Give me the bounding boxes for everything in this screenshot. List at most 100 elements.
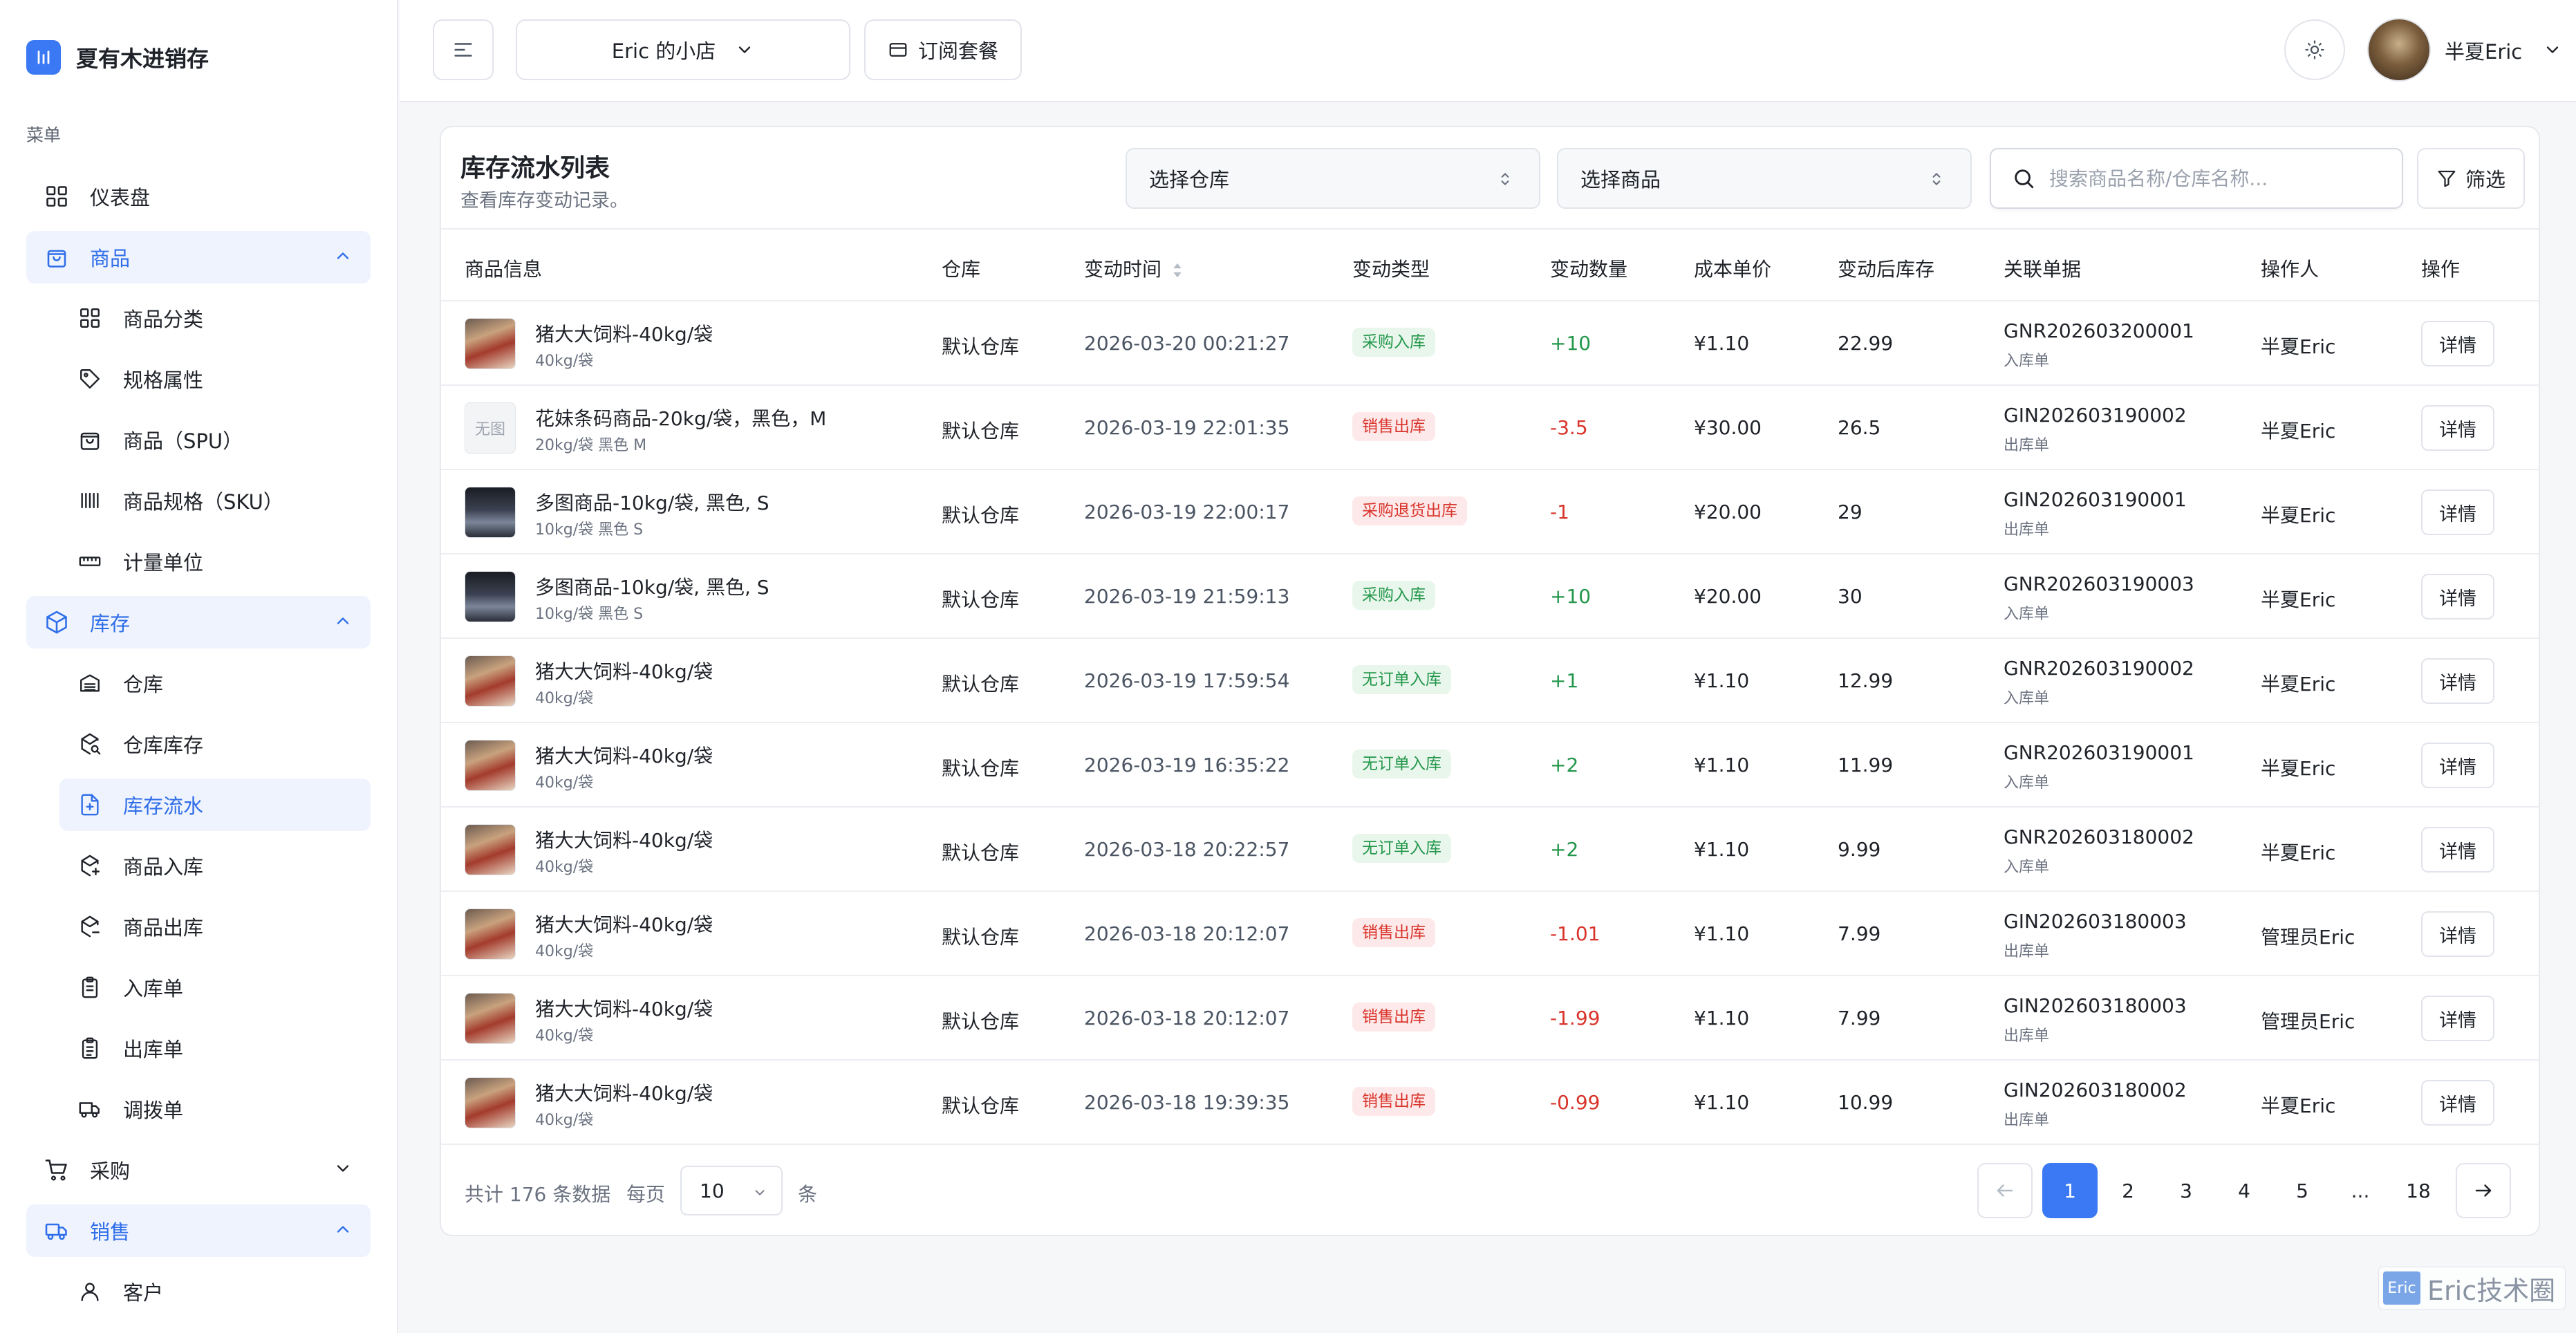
product-spec: 40kg/袋 bbox=[535, 774, 594, 792]
product-name: 多图商品-10kg/袋, 黑色, S bbox=[535, 576, 769, 599]
package-minus-icon bbox=[76, 913, 104, 940]
dashboard-icon bbox=[43, 183, 71, 210]
sidebar-item[interactable]: 计量单位 bbox=[59, 535, 371, 588]
detail-button[interactable]: 详情 bbox=[2421, 1080, 2494, 1126]
product-spec: 10kg/袋 黑色 S bbox=[535, 521, 644, 539]
cost-cell: ¥20.00 bbox=[1694, 501, 1762, 523]
related-doc-number[interactable]: GNR202603200001 bbox=[2004, 319, 2194, 342]
detail-button[interactable]: 详情 bbox=[2421, 827, 2494, 873]
package-search-icon bbox=[76, 730, 104, 758]
page-button[interactable]: 3 bbox=[2180, 1179, 2192, 1202]
table-row: 猪大大饲料-40kg/袋 40kg/袋 默认仓库 2026-03-19 17:59:5… bbox=[441, 639, 2539, 723]
sort-icon[interactable] bbox=[1171, 261, 1184, 279]
page-button[interactable]: 2 bbox=[2122, 1179, 2134, 1202]
detail-button[interactable]: 详情 bbox=[2421, 490, 2494, 535]
sidebar-item[interactable]: 商品（SPU） bbox=[59, 413, 371, 466]
sidebar-toggle-button[interactable] bbox=[433, 19, 494, 80]
table-footer: 共计 176 条数据 每页 10 条 1 2 3 4 5... 18 bbox=[441, 1146, 2539, 1235]
sidebar-item[interactable]: 商品分类 bbox=[59, 292, 371, 344]
related-doc-number[interactable]: GNR202603190002 bbox=[2004, 657, 2194, 680]
detail-button[interactable]: 详情 bbox=[2421, 405, 2494, 451]
column-header-type: 变动类型 bbox=[1352, 258, 1430, 281]
shop-select[interactable]: Eric 的小店 bbox=[516, 19, 850, 80]
sidebar-item[interactable]: 库存流水 bbox=[59, 779, 371, 831]
related-doc-number[interactable]: GIN202603180002 bbox=[2004, 1079, 2187, 1101]
operator-cell: 半夏Eric bbox=[2261, 420, 2336, 442]
chevron-down-icon[interactable] bbox=[333, 1159, 353, 1178]
change-qty-cell: +2 bbox=[1550, 754, 1579, 776]
related-doc-type: 出库单 bbox=[2004, 943, 2050, 960]
after-stock-cell: 26.5 bbox=[1838, 416, 1881, 439]
chevrons-up-down-icon bbox=[1501, 173, 1509, 185]
detail-button[interactable]: 详情 bbox=[2421, 321, 2494, 366]
related-doc-number[interactable]: GIN202603180003 bbox=[2004, 910, 2187, 933]
cost-cell: ¥1.10 bbox=[1694, 754, 1750, 776]
after-stock-cell: 9.99 bbox=[1838, 838, 1881, 861]
detail-button[interactable]: 详情 bbox=[2421, 996, 2494, 1041]
sidebar: 夏有木进销存 菜单 仪表盘 商品 商品分类 规格属性 商品（SPU） 商品规格（SKU） 计… bbox=[0, 0, 398, 1333]
chevron-down-icon[interactable] bbox=[2543, 40, 2562, 59]
warehouse-select[interactable]: 选择仓库 bbox=[1126, 148, 1540, 209]
theme-toggle-button[interactable] bbox=[2284, 19, 2345, 80]
subscribe-plan-button[interactable]: 订阅套餐 bbox=[864, 19, 1022, 80]
page-size-select[interactable]: 10 bbox=[680, 1166, 783, 1215]
page-button[interactable]: 4 bbox=[2238, 1179, 2250, 1202]
page-button[interactable]: 5 bbox=[2296, 1179, 2308, 1202]
sidebar-item[interactable]: 仓库库存 bbox=[59, 718, 371, 770]
sidebar-item[interactable]: 采购 bbox=[26, 1144, 371, 1196]
related-doc-number[interactable]: GNR202603180002 bbox=[2004, 826, 2194, 848]
sidebar-item[interactable]: 入库单 bbox=[59, 961, 371, 1014]
time-cell: 2026-03-19 16:35:22 bbox=[1084, 754, 1290, 776]
next-page-button[interactable] bbox=[2456, 1163, 2511, 1218]
related-doc-number[interactable]: GIN202603190002 bbox=[2004, 404, 2187, 427]
detail-button[interactable]: 详情 bbox=[2421, 911, 2494, 957]
sidebar-item-label: 规格属性 bbox=[123, 369, 204, 392]
sidebar-item[interactable]: 商品入库 bbox=[59, 839, 371, 892]
filter-button[interactable]: 筛选 bbox=[2417, 148, 2525, 209]
table-row: 猪大大饲料-40kg/袋 40kg/袋 默认仓库 2026-03-18 20:22:5… bbox=[441, 808, 2539, 892]
table-header: 商品信息 仓库 变动时间 变动类型 变动数量 成本单价 变动后库存 关联单据 操… bbox=[441, 228, 2539, 301]
related-doc-number[interactable]: GNR202603190003 bbox=[2004, 572, 2194, 595]
column-header-time[interactable]: 变动时间 bbox=[1084, 254, 1184, 282]
detail-button[interactable]: 详情 bbox=[2421, 574, 2494, 619]
sidebar-item[interactable]: 客户 bbox=[59, 1265, 371, 1318]
sidebar-item[interactable]: 仓库 bbox=[59, 657, 371, 709]
brand[interactable]: 夏有木进销存 bbox=[26, 40, 209, 75]
sidebar-item[interactable]: 仪表盘 bbox=[26, 170, 371, 223]
chevron-up-icon[interactable] bbox=[333, 1220, 353, 1239]
sidebar-item[interactable]: 销售 bbox=[26, 1204, 371, 1257]
change-type-badge: 无订单入库 bbox=[1352, 834, 1451, 863]
search-box[interactable] bbox=[1990, 148, 2403, 209]
sidebar-item[interactable]: 库存 bbox=[26, 596, 371, 649]
user-avatar[interactable] bbox=[2367, 18, 2431, 82]
no-image-text: 无图 bbox=[474, 421, 505, 438]
prev-page-button[interactable] bbox=[1977, 1163, 2033, 1218]
chevron-up-icon[interactable] bbox=[333, 246, 353, 265]
page-button[interactable]: 18 bbox=[2406, 1179, 2431, 1202]
sidebar-item[interactable]: 商品出库 bbox=[59, 900, 371, 953]
search-input[interactable] bbox=[2049, 167, 2381, 190]
product-name: 猪大大饲料-40kg/袋 bbox=[535, 829, 713, 852]
product-spec: 40kg/袋 bbox=[535, 943, 594, 960]
sidebar-item[interactable]: 调拨单 bbox=[59, 1083, 371, 1135]
sidebar-item[interactable]: 商品规格（SKU） bbox=[59, 474, 371, 527]
related-doc-number[interactable]: GNR202603190001 bbox=[2004, 741, 2194, 764]
sidebar-item[interactable]: 商品 bbox=[26, 231, 371, 283]
detail-button[interactable]: 详情 bbox=[2421, 743, 2494, 788]
total-count: 共计 176 条数据 bbox=[465, 1183, 611, 1206]
goods-select[interactable]: 选择商品 bbox=[1557, 148, 1972, 209]
change-type-badge: 销售出库 bbox=[1352, 1003, 1435, 1032]
sidebar-item[interactable]: 出库单 bbox=[59, 1022, 371, 1074]
related-doc-number[interactable]: GIN202603190001 bbox=[2004, 488, 2187, 511]
user-name[interactable]: 半夏Eric bbox=[2445, 40, 2523, 64]
detail-button[interactable]: 详情 bbox=[2421, 658, 2494, 704]
sidebar-item-label: 库存 bbox=[90, 612, 131, 635]
chevron-up-icon[interactable] bbox=[333, 611, 353, 631]
barcode-icon bbox=[76, 487, 104, 514]
warehouse-cell: 默认仓库 bbox=[942, 673, 1020, 696]
page-button[interactable]: 1 bbox=[2042, 1163, 2098, 1218]
related-doc-number[interactable]: GIN202603180003 bbox=[2004, 994, 2187, 1017]
column-header-goods: 商品信息 bbox=[465, 258, 543, 281]
sidebar-item[interactable]: 规格属性 bbox=[59, 353, 371, 405]
time-cell: 2026-03-19 22:00:17 bbox=[1084, 501, 1290, 523]
